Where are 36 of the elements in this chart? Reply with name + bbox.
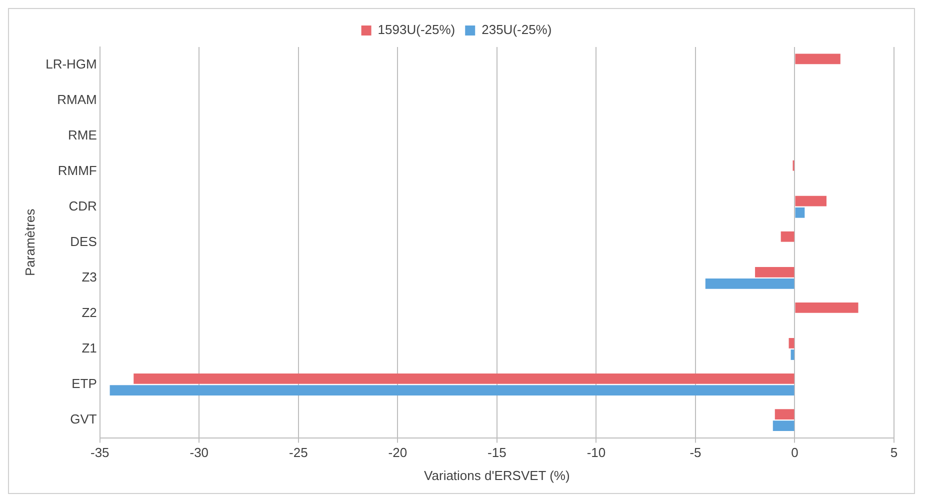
y-tick-label: ETP <box>72 376 97 392</box>
y-tick-label: Z2 <box>82 305 97 320</box>
bar <box>110 385 794 396</box>
x-tick-label: -30 <box>190 445 209 460</box>
y-axis-title: Paramètres <box>22 208 38 276</box>
y-tick-label: Z3 <box>82 270 97 285</box>
x-tick-label: -25 <box>289 445 308 460</box>
bar <box>755 266 794 278</box>
x-tick-label: 5 <box>890 445 898 460</box>
bar <box>772 420 794 432</box>
bar <box>795 302 858 313</box>
x-axis-title: Variations d'ERSVET (%) <box>424 468 570 483</box>
bar <box>795 207 805 218</box>
bar <box>134 374 794 384</box>
x-tick-label: -20 <box>388 445 408 460</box>
y-tick-label: DES <box>70 234 98 249</box>
bar <box>705 278 794 289</box>
legend-label: 1593U(-25%) <box>378 22 456 38</box>
bar <box>774 409 794 420</box>
y-tick-label: RMAM <box>57 92 97 107</box>
x-tick-label: -15 <box>488 445 506 460</box>
x-tick-label: -35 <box>90 445 110 460</box>
bar <box>780 231 794 242</box>
x-tick-label: -5 <box>690 445 702 460</box>
y-tick-label: Z1 <box>82 340 97 356</box>
bar <box>788 338 794 348</box>
y-tick-label: GVT <box>70 412 97 427</box>
y-tick-label: RMMF <box>58 162 97 178</box>
y-tick-label: RME <box>68 127 98 142</box>
bar <box>795 54 840 64</box>
x-tick-label: -10 <box>586 445 606 460</box>
y-tick-label: CDR <box>68 198 97 214</box>
x-tick-label: 0 <box>791 445 798 460</box>
y-tick-label: LR-HGM <box>46 56 97 72</box>
legend-label: 235U(-25%) <box>482 22 552 38</box>
bar <box>795 196 826 206</box>
